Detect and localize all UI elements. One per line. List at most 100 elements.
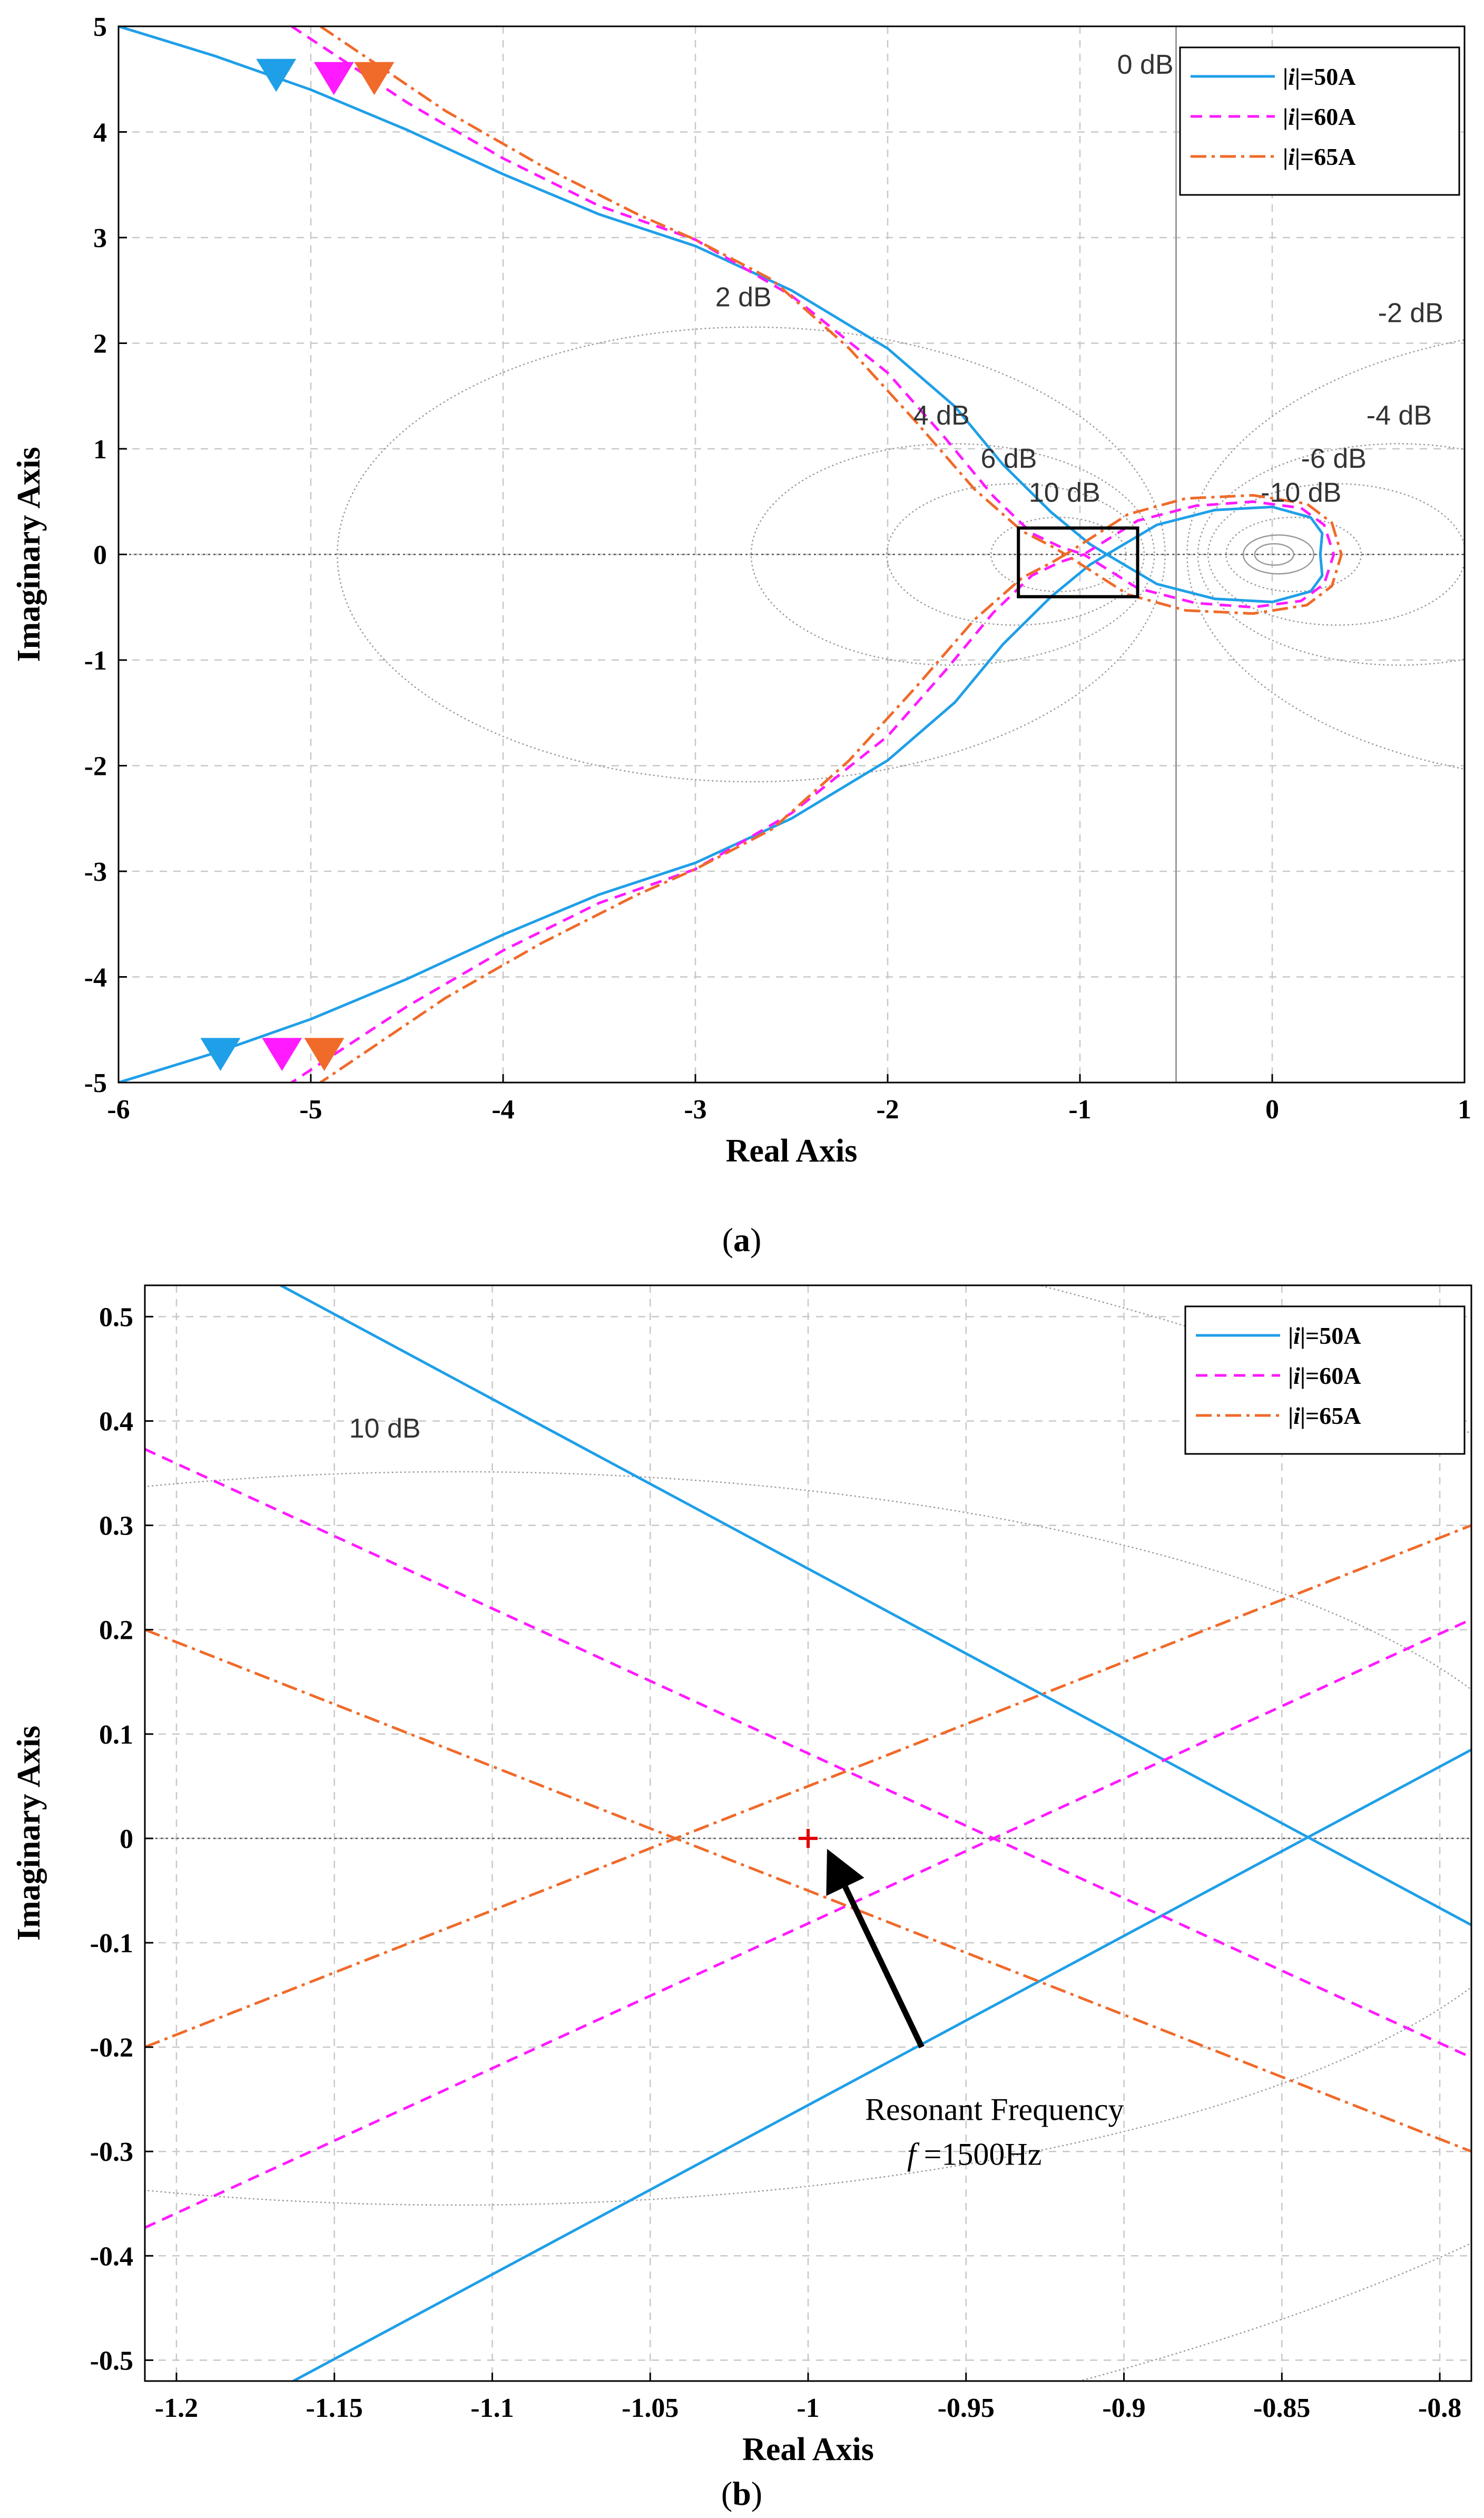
x-tick-label: -0.9 (1102, 2393, 1145, 2423)
legend: |i|=50A|i|=60A|i|=65A (1184, 1305, 1466, 1455)
x-tick-label: -1.15 (306, 2393, 363, 2423)
legend-prefix: | (1288, 1322, 1293, 1349)
x-tick-label: -0.85 (1253, 2393, 1310, 2423)
y-tick-label: -5 (84, 1068, 107, 1098)
contour-label: 6 dB (980, 444, 1037, 474)
zoom-box (1017, 526, 1139, 598)
y-tick-label: -4 (84, 963, 107, 993)
series-3 (145, 1524, 1471, 2153)
series-line (145, 1448, 1471, 2059)
contour-label: 4 dB (913, 400, 970, 431)
contour-label: -10 dB (1261, 477, 1341, 508)
contour-6db (886, 483, 1145, 626)
legend-suffix: |=65A (1295, 143, 1356, 170)
x-tick-label: -5 (299, 1095, 322, 1125)
panel-b-caption: (b) (721, 2475, 762, 2512)
legend-suffix: |=60A (1300, 1362, 1361, 1389)
y-tick-label: -0.4 (90, 2241, 133, 2271)
nichols-contours (337, 326, 1465, 783)
series-line (145, 1628, 1471, 2153)
series-line (292, 1748, 1471, 2381)
y-tick-label: 5 (93, 12, 107, 42)
legend-var: i (1293, 1402, 1300, 1429)
legend-suffix: |=65A (1300, 1402, 1361, 1429)
contour--10db (1225, 516, 1362, 593)
direction-arrow-lower (262, 1038, 302, 1071)
contour-label: -6 dB (1301, 444, 1367, 474)
x-tick-label: 1 (1458, 1095, 1471, 1125)
series-line (145, 1618, 1471, 2229)
x-tick-label: -1.05 (622, 2393, 679, 2423)
legend-var: i (1288, 103, 1295, 130)
contour--4db (1197, 443, 1465, 666)
legend-suffix: |=50A (1295, 63, 1356, 90)
panel-a-caption: (a) (722, 1221, 762, 1258)
legend-prefix: | (1283, 143, 1288, 170)
x-tick-label: -0.95 (938, 2393, 995, 2423)
contour-2db (337, 326, 1166, 783)
series-2 (291, 26, 1335, 1083)
legend-entry: |i|=50A (1283, 63, 1355, 90)
x-tick-label: -1.1 (470, 2393, 514, 2423)
series-line (145, 1524, 1471, 2049)
contour-inner (1242, 534, 1315, 575)
legend-var: i (1288, 143, 1295, 170)
y-tick-label: -1 (84, 646, 107, 676)
contour-label: 0 dB (1117, 50, 1174, 80)
y-tick-label: -0.1 (90, 1929, 133, 1959)
x-tick-label: -0.8 (1418, 2393, 1461, 2423)
x-tick-label: -1 (797, 2393, 819, 2423)
plot-area (119, 26, 1465, 1083)
annotation-value: =1500Hz (916, 2137, 1042, 2171)
legend-prefix: | (1283, 103, 1288, 130)
y-tick-label: 0.2 (99, 1616, 133, 1646)
contour-inner (1254, 543, 1294, 566)
x-tick-label: -1 (1068, 1095, 1091, 1125)
legend-var: i (1293, 1322, 1300, 1349)
legend-entry: |i|=65A (1288, 1402, 1361, 1429)
x-tick-label: -3 (684, 1095, 706, 1125)
contour--2db (1186, 339, 1465, 770)
grid (119, 26, 1465, 1083)
y-tick-label: 3 (93, 223, 107, 253)
contour-label: 10 dB (1029, 477, 1100, 508)
direction-arrow-upper (313, 62, 354, 95)
direction-arrow-upper (256, 58, 297, 92)
legend: |i|=50A|i|=60A|i|=65A (1179, 46, 1460, 196)
legend-var: i (1293, 1362, 1300, 1389)
legend-entry: |i|=60A (1288, 1362, 1361, 1389)
y-tick-label: 0 (120, 1824, 133, 1854)
x-tick-label: -4 (492, 1095, 514, 1125)
series-3 (319, 26, 1343, 1083)
y-tick-label: 1 (93, 435, 107, 465)
y-tick-label: -0.3 (90, 2137, 133, 2167)
y-tick-label: 4 (93, 118, 107, 148)
annotation-arrow-shaft (842, 1885, 925, 2049)
annotation-line2: f =1500Hz (907, 2137, 1041, 2171)
y-tick-label: 0.4 (99, 1407, 133, 1437)
legend-prefix: | (1283, 63, 1288, 90)
contour-4db (750, 443, 1155, 666)
y-tick-label: 0 (93, 540, 107, 571)
y-tick-label: -2 (84, 752, 107, 782)
y-tick-label: 0.1 (99, 1720, 133, 1750)
y-tick-label: 0.3 (99, 1511, 133, 1541)
plot-area (145, 1285, 1471, 2381)
series-curve (119, 26, 1324, 1083)
x-tick-label: -6 (107, 1095, 130, 1125)
legend-suffix: |=50A (1300, 1322, 1361, 1349)
series-1 (119, 26, 1324, 1083)
x-tick-label: 0 (1265, 1095, 1279, 1125)
legend-entry: |i|=50A (1288, 1322, 1361, 1349)
contour-label: -4 dB (1367, 400, 1432, 431)
x-axis-title: Real Axis (742, 2432, 874, 2467)
contour-10db (990, 516, 1127, 593)
contour-label: -2 dB (1378, 298, 1443, 328)
legend-var: i (1288, 63, 1295, 90)
y-tick-label: 0.5 (99, 1302, 133, 1332)
direction-arrow-lower (304, 1038, 345, 1071)
y-axis-title: Imaginary Axis (11, 1726, 47, 1941)
